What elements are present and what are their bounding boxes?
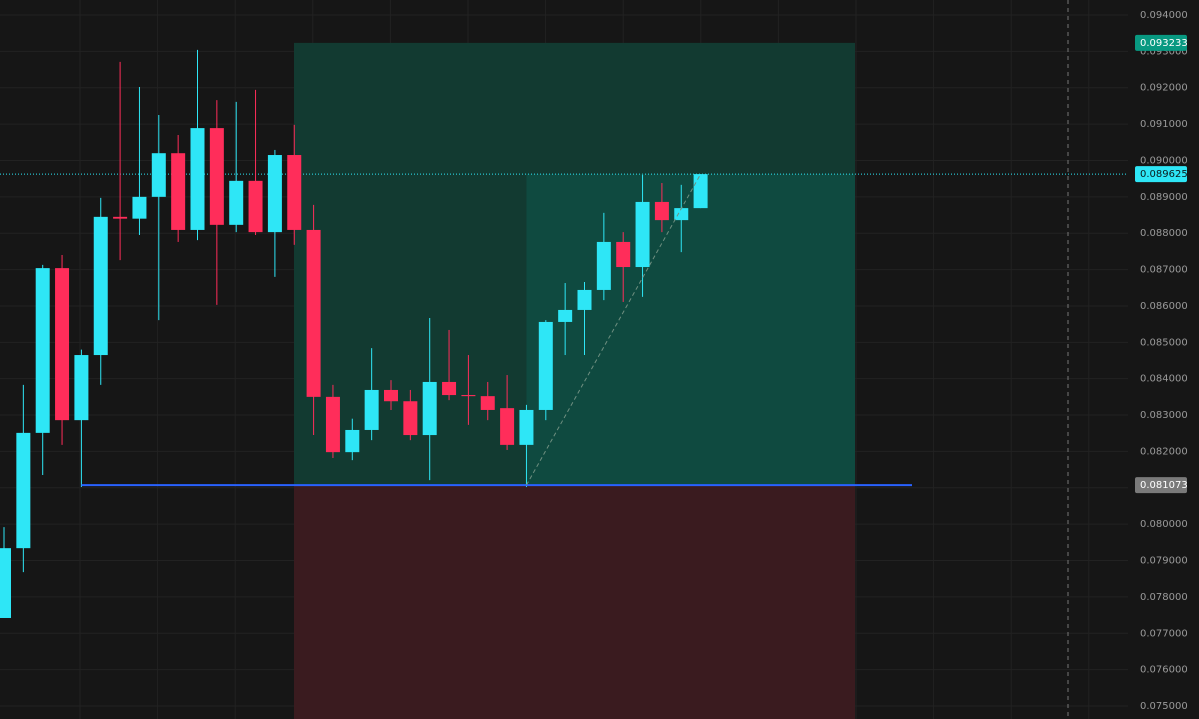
candle-body (229, 180, 244, 225)
candle-body (577, 289, 592, 310)
y-tick-label: 0.085000 (1140, 337, 1188, 348)
y-tick-label: 0.083000 (1140, 410, 1188, 421)
candle-body (287, 155, 302, 230)
y-tick-label: 0.090000 (1140, 155, 1188, 166)
candle-body (171, 153, 186, 230)
candle-body (461, 395, 476, 397)
candle-body (190, 128, 205, 230)
candle-body (635, 201, 650, 268)
y-tick-label: 0.087000 (1140, 265, 1188, 276)
y-tick-label: 0.075000 (1140, 701, 1188, 712)
candle-body (248, 180, 263, 233)
candle-body (403, 401, 418, 436)
trend-line (526, 173, 702, 486)
candle-body (500, 408, 515, 445)
y-tick-label: 0.079000 (1140, 556, 1188, 567)
candle-body (151, 153, 166, 197)
target-price-label: 0.093233 (1140, 38, 1188, 49)
candle-body (558, 309, 573, 322)
candle-body (538, 321, 553, 410)
candle-body (35, 268, 50, 433)
candle-body (422, 381, 437, 436)
y-tick-label: 0.080000 (1140, 519, 1188, 530)
candle-body (442, 381, 457, 396)
y-tick-label: 0.078000 (1140, 592, 1188, 603)
y-tick-label: 0.092000 (1140, 83, 1188, 94)
loss-zone (294, 485, 855, 719)
candle-body (519, 409, 534, 445)
y-tick-label: 0.077000 (1140, 628, 1188, 639)
target-price-label-bg (1135, 34, 1187, 51)
candle-body (616, 241, 631, 268)
candle-body (325, 396, 340, 453)
y-tick-label: 0.082000 (1140, 446, 1188, 457)
candle-body (132, 196, 147, 219)
candle-body (209, 128, 224, 225)
candle-body (74, 355, 89, 421)
candle-body (267, 155, 282, 233)
candle-body (0, 548, 11, 618)
candle-body (480, 396, 495, 410)
price-axis (1128, 0, 1199, 719)
candle-body (113, 216, 128, 219)
last-price-label: 0.089625 (1140, 169, 1188, 180)
candle-body (16, 432, 31, 549)
entry-price-label: 0.081073 (1140, 480, 1188, 491)
candle-body (364, 389, 379, 430)
y-tick-label: 0.093000 (1140, 46, 1188, 57)
y-tick-label: 0.091000 (1140, 119, 1188, 130)
candle-body (596, 241, 611, 290)
candle-body (654, 201, 669, 221)
candle-body (674, 208, 689, 221)
y-tick-label: 0.076000 (1140, 665, 1188, 676)
y-tick-label: 0.084000 (1140, 374, 1188, 385)
candle-body (55, 268, 70, 421)
candle-body (384, 389, 398, 402)
candle-body (693, 174, 708, 209)
candle-body (306, 229, 321, 397)
candle-body (93, 216, 108, 356)
y-tick-label: 0.086000 (1140, 301, 1188, 312)
progress-zone (526, 174, 855, 486)
candle-body (345, 429, 360, 453)
y-tick-label: 0.089000 (1140, 192, 1188, 203)
last-price-label-bg (1135, 166, 1187, 183)
y-tick-label: 0.094000 (1140, 10, 1188, 21)
y-tick-label: 0.088000 (1140, 228, 1188, 239)
entry-price-label-bg (1135, 477, 1187, 494)
